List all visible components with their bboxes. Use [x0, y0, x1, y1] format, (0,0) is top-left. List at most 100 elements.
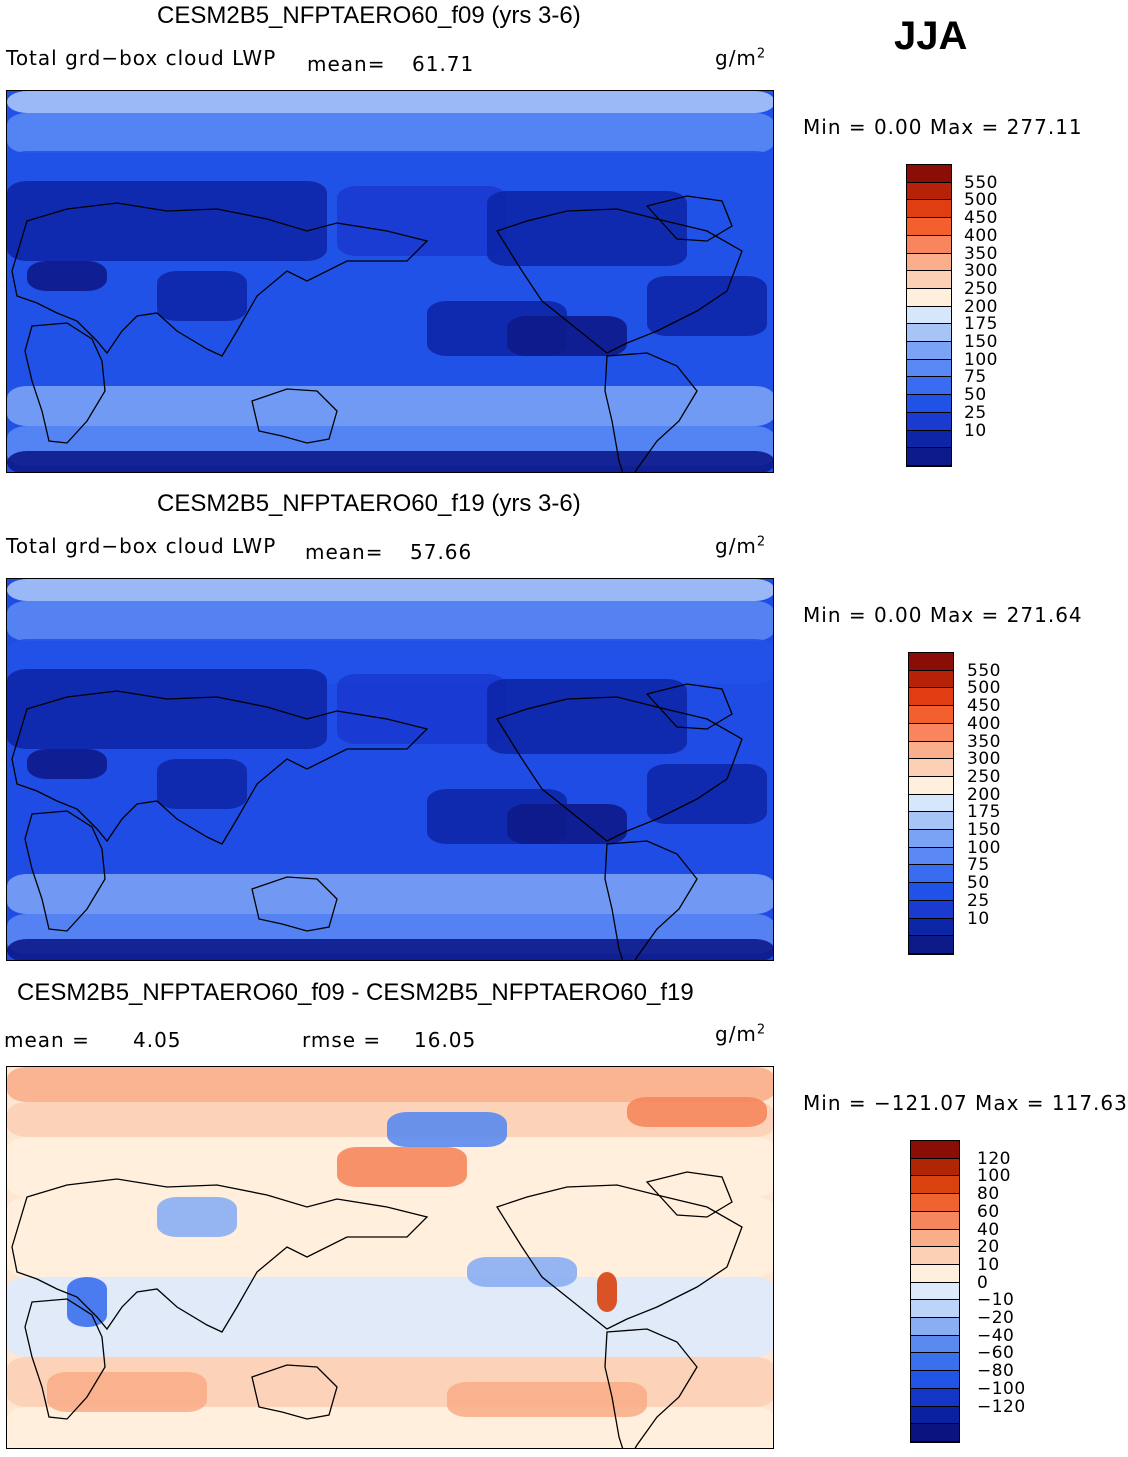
- colorbar-tick-label: 0: [977, 1272, 989, 1293]
- colorbar-tick-label: −40: [977, 1325, 1015, 1346]
- colorbar-tick-label: 75: [964, 367, 987, 388]
- coastline: [11, 690, 429, 845]
- colorbar-cell: [911, 1229, 959, 1248]
- panel2-units: g/m2: [715, 534, 767, 558]
- coastline: [645, 195, 733, 242]
- colorbar-cell: [907, 395, 951, 413]
- colorbar-cell: [911, 1211, 959, 1230]
- panel1-map: [6, 90, 774, 473]
- colorbar-tick-label: 50: [967, 873, 990, 894]
- contour-region: [7, 669, 327, 749]
- contour-region: [67, 1277, 107, 1327]
- colorbar-cell: [911, 1318, 959, 1336]
- colorbar-cell: [909, 918, 953, 937]
- panel2-colorbar: 550 500 450 400 350 300 250 200 175 150 100 75 50 25 1…: [908, 652, 1000, 955]
- panel1-title: CESM2B5_NFPTAERO60_f09 (yrs 3-6): [157, 2, 581, 29]
- colorbar-cell: [911, 1264, 959, 1283]
- colorbar-tick-label: 250: [964, 278, 998, 299]
- panel2-minmax: Min = 0.00 Max = 271.64: [803, 603, 1083, 627]
- colorbar-tick-label: 350: [967, 731, 1001, 752]
- coastline: [24, 810, 106, 932]
- contour-region: [337, 186, 507, 256]
- colorbar-cell: [909, 653, 953, 671]
- colorbar-cell: [911, 1300, 959, 1319]
- colorbar-cell: [909, 723, 953, 742]
- panel3-rmse-label: rmse =: [302, 1028, 382, 1052]
- colorbar-tick-label: 500: [964, 190, 998, 211]
- colorbar-cell: [907, 412, 951, 431]
- colorbar-tick-label: −20: [977, 1308, 1015, 1329]
- colorbar-tick-label: 60: [977, 1201, 1000, 1222]
- colorbar-tick-label: −60: [977, 1343, 1015, 1364]
- colorbar-tick-label: 10: [964, 420, 987, 441]
- colorbar-tick-label: 500: [967, 678, 1001, 699]
- coastline: [251, 388, 338, 444]
- colorbar-cell: [909, 741, 953, 760]
- colorbar-cell: [907, 182, 951, 201]
- colorbar-tick-label: 300: [967, 749, 1001, 770]
- contour-region: [7, 874, 773, 914]
- contour-region: [157, 759, 247, 809]
- colorbar-tick-label: −80: [977, 1361, 1015, 1382]
- colorbar-cell: [907, 306, 951, 325]
- coastline: [24, 322, 106, 444]
- colorbar-cell: [907, 324, 951, 343]
- colorbar-tick-label: 550: [964, 172, 998, 193]
- panel1-mean-value: 61.71: [412, 52, 475, 76]
- contour-region: [627, 1097, 767, 1127]
- colorbar-cell: [911, 1247, 959, 1265]
- panel1-variable-label: Total grd−box cloud LWP: [6, 46, 277, 70]
- panel2-mean-label: mean=: [305, 540, 384, 564]
- colorbar-cell: [909, 688, 953, 707]
- colorbar-cell: [909, 900, 953, 919]
- colorbar-tick-label: 175: [967, 802, 1001, 823]
- colorbar-cell: [911, 1371, 959, 1389]
- colorbar-cell: [907, 430, 951, 449]
- colorbar-tick-label: 300: [964, 261, 998, 282]
- coastline: [24, 1298, 106, 1420]
- colorbar-tick-label: 50: [964, 385, 987, 406]
- panel1-colorbar: 550 500 450 400 350 300 250 200 175 150 100 75 50 25 1…: [906, 164, 997, 467]
- colorbar-cell: [911, 1141, 959, 1159]
- contour-region: [7, 579, 773, 601]
- colorbar-tick-label: 75: [967, 855, 990, 876]
- coastline: [496, 1184, 743, 1330]
- panel1-mean-label: mean=: [307, 52, 386, 76]
- colorbar-cell: [909, 776, 953, 795]
- colorbar-cell: [907, 359, 951, 378]
- contour-region: [7, 91, 773, 113]
- contour-region: [507, 804, 627, 844]
- colorbar-tick-label: 25: [964, 402, 987, 423]
- colorbar-tick-label: 10: [967, 908, 990, 929]
- contour-region: [337, 1147, 467, 1187]
- colorbar-cell: [909, 812, 953, 831]
- colorbar-cell: [911, 1194, 959, 1212]
- contour-region: [7, 113, 773, 153]
- contour-region: [337, 674, 507, 744]
- colorbar-cell: [911, 1335, 959, 1354]
- colorbar-tick-label: 200: [964, 296, 998, 317]
- contour-region: [7, 1067, 773, 1102]
- colorbar-cell: [907, 288, 951, 307]
- colorbar-cell: [911, 1282, 959, 1301]
- colorbar-cell: [911, 1406, 959, 1425]
- colorbar-cell: [907, 218, 951, 236]
- season-label: JJA: [894, 14, 968, 58]
- panel2-variable-label: Total grd−box cloud LWP: [6, 534, 277, 558]
- colorbar-tick-label: 450: [967, 696, 1001, 717]
- colorbar-cell: [907, 165, 951, 183]
- coastline: [645, 683, 733, 730]
- contour-region: [27, 261, 107, 291]
- colorbar-cell: [907, 200, 951, 219]
- coastline: [604, 840, 698, 960]
- coastline: [496, 208, 743, 354]
- colorbar-tick-label: 200: [967, 784, 1001, 805]
- colorbar-cell: [907, 271, 951, 289]
- contour-region: [7, 939, 773, 960]
- panel3-mean-label: mean =: [4, 1028, 90, 1052]
- colorbar-cell: [911, 1353, 959, 1372]
- panel3-rmse-value: 16.05: [414, 1028, 477, 1052]
- colorbar-tick-label: 10: [977, 1254, 1000, 1275]
- colorbar-tick-label: 450: [964, 208, 998, 229]
- contour-region: [157, 1197, 237, 1237]
